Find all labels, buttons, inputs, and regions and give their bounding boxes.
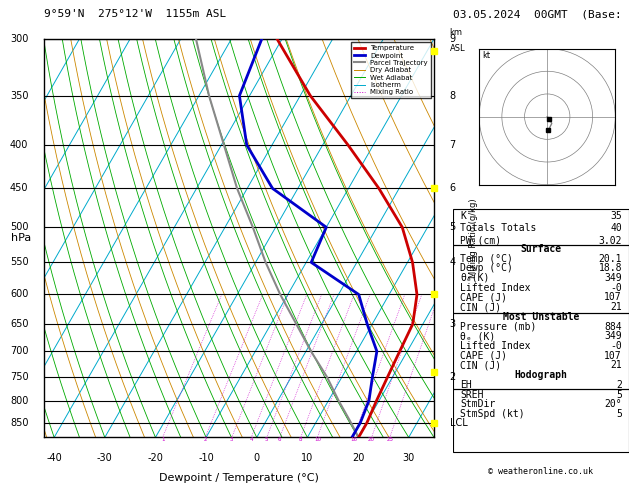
Text: km: km <box>450 28 462 37</box>
Text: -0: -0 <box>610 283 622 293</box>
Text: StmSpd (kt): StmSpd (kt) <box>460 409 525 419</box>
Text: 30: 30 <box>403 453 415 463</box>
Text: 03.05.2024  00GMT  (Base: 00): 03.05.2024 00GMT (Base: 00) <box>453 9 629 19</box>
Text: 450: 450 <box>10 183 28 193</box>
Text: -10: -10 <box>198 453 214 463</box>
Text: EH: EH <box>460 380 472 390</box>
Text: 2: 2 <box>450 372 456 382</box>
Text: 650: 650 <box>10 319 28 329</box>
Text: 5: 5 <box>450 222 456 232</box>
Text: © weatheronline.co.uk: © weatheronline.co.uk <box>489 467 593 476</box>
Text: 20.1: 20.1 <box>598 254 622 263</box>
Text: θₑ (K): θₑ (K) <box>460 331 495 341</box>
Text: StmDir: StmDir <box>460 399 495 409</box>
Text: 884: 884 <box>604 322 622 331</box>
Text: Mixing Ratio (g/kg): Mixing Ratio (g/kg) <box>469 198 477 278</box>
Text: 400: 400 <box>10 140 28 150</box>
Text: 600: 600 <box>10 290 28 299</box>
Text: Pressure (mb): Pressure (mb) <box>460 322 537 331</box>
Text: 850: 850 <box>10 418 28 428</box>
Text: 20: 20 <box>368 437 375 442</box>
Text: 349: 349 <box>604 331 622 341</box>
Text: 2: 2 <box>204 437 207 442</box>
Text: 9°59'N  275°12'W  1155m ASL: 9°59'N 275°12'W 1155m ASL <box>44 9 226 19</box>
Text: 7: 7 <box>450 140 456 150</box>
Text: Lifted Index: Lifted Index <box>460 341 530 351</box>
Text: 16: 16 <box>350 437 357 442</box>
Text: 107: 107 <box>604 293 622 302</box>
Text: CAPE (J): CAPE (J) <box>460 293 507 302</box>
Text: 10: 10 <box>301 453 313 463</box>
Text: 21: 21 <box>610 302 622 312</box>
Text: Most Unstable: Most Unstable <box>503 312 579 322</box>
Text: 20°: 20° <box>604 399 622 409</box>
Text: 8: 8 <box>299 437 303 442</box>
Text: 3.02: 3.02 <box>598 236 622 245</box>
Text: PW (cm): PW (cm) <box>460 236 501 245</box>
Text: Dewpoint / Temperature (°C): Dewpoint / Temperature (°C) <box>159 473 319 483</box>
Text: 2: 2 <box>616 380 622 390</box>
Text: 350: 350 <box>10 91 28 101</box>
Text: 750: 750 <box>10 372 28 382</box>
Text: CIN (J): CIN (J) <box>460 302 501 312</box>
Text: Surface: Surface <box>520 244 562 254</box>
Text: CAPE (J): CAPE (J) <box>460 351 507 361</box>
Text: 300: 300 <box>10 34 28 44</box>
Text: 5: 5 <box>265 437 269 442</box>
Text: 4: 4 <box>450 258 456 267</box>
Text: -30: -30 <box>97 453 113 463</box>
Text: 9: 9 <box>450 34 456 44</box>
Text: 21: 21 <box>610 361 622 370</box>
Text: K: K <box>460 211 466 221</box>
Text: hPa: hPa <box>11 233 31 243</box>
Text: 35: 35 <box>610 211 622 221</box>
Text: 5: 5 <box>616 390 622 399</box>
Text: 3: 3 <box>450 319 456 329</box>
Text: 4: 4 <box>250 437 253 442</box>
Text: 6: 6 <box>450 183 456 193</box>
Text: 10: 10 <box>314 437 321 442</box>
Text: LCL: LCL <box>450 418 467 428</box>
Text: 0: 0 <box>253 453 260 463</box>
Text: -0: -0 <box>610 341 622 351</box>
Text: 25: 25 <box>386 437 393 442</box>
Text: 6: 6 <box>278 437 282 442</box>
Text: -40: -40 <box>47 453 62 463</box>
Text: 5: 5 <box>616 409 622 419</box>
Text: Dewp (°C): Dewp (°C) <box>460 263 513 273</box>
Text: Temp (°C): Temp (°C) <box>460 254 513 263</box>
Text: CIN (J): CIN (J) <box>460 361 501 370</box>
Text: θₑ(K): θₑ(K) <box>460 273 489 283</box>
Text: 700: 700 <box>10 347 28 356</box>
Text: 3: 3 <box>230 437 233 442</box>
Text: -20: -20 <box>148 453 164 463</box>
Text: Totals Totals: Totals Totals <box>460 224 537 233</box>
Text: 349: 349 <box>604 273 622 283</box>
Text: 500: 500 <box>10 222 28 232</box>
Text: 8: 8 <box>450 91 456 101</box>
Text: 107: 107 <box>604 351 622 361</box>
Text: SREH: SREH <box>460 390 484 399</box>
Text: ASL: ASL <box>450 44 465 53</box>
Text: Lifted Index: Lifted Index <box>460 283 530 293</box>
Legend: Temperature, Dewpoint, Parcel Trajectory, Dry Adiabat, Wet Adiabat, Isotherm, Mi: Temperature, Dewpoint, Parcel Trajectory… <box>352 42 430 98</box>
Text: 800: 800 <box>10 396 28 406</box>
Text: 18.8: 18.8 <box>598 263 622 273</box>
Text: 20: 20 <box>352 453 364 463</box>
Text: 1: 1 <box>161 437 164 442</box>
Text: kt: kt <box>482 52 490 60</box>
Text: Hodograph: Hodograph <box>515 370 567 380</box>
Text: 40: 40 <box>610 224 622 233</box>
Text: 550: 550 <box>10 258 28 267</box>
